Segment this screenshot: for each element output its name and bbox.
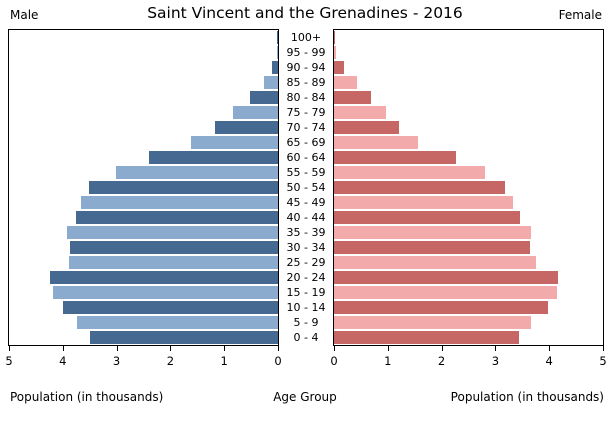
age-group-axis-label: Age Group [273,390,337,404]
chart-title: Saint Vincent and the Grenadines - 2016 [147,4,463,22]
age-group-label-50-54: 50 - 54 [286,181,326,194]
female-x-tick-label-4: 4 [545,354,553,368]
female-x-tick-label-5: 5 [599,354,607,368]
female-x-tick-label-1: 1 [384,354,392,368]
male-bar-35-39 [66,226,278,239]
female-bar-90-94 [334,61,344,74]
female-bar-0-4 [334,331,519,344]
male-bar-50-54 [88,181,278,194]
male-x-tick-label-2: 2 [166,354,175,368]
age-group-label-45-49: 45 - 49 [286,196,326,209]
male-bar-25-29 [68,256,278,269]
female-bar-35-39 [334,226,532,239]
male-bar-55-59 [116,166,278,179]
age-group-label-40-44: 40 - 44 [286,211,326,224]
male-bar-15-19 [53,286,278,299]
female-bar-45-49 [334,196,513,209]
female-bar-85-89 [334,76,357,89]
male-bar-100+ [277,31,278,44]
age-group-label-30-34: 30 - 34 [286,241,326,254]
age-group-label-25-29: 25 - 29 [286,256,326,269]
female-x-tick-1 [387,346,389,351]
age-group-label-85-89: 85 - 89 [286,76,326,89]
female-bar-65-69 [334,136,419,149]
age-group-label-75-79: 75 - 79 [286,106,326,119]
age-group-label-10-14: 10 - 14 [286,301,326,314]
female-bar-15-19 [334,286,558,299]
female-x-tick-2 [441,346,443,351]
female-plot [333,29,604,346]
male-bar-65-69 [191,136,278,149]
male-bar-80-84 [249,91,278,104]
age-group-label-60-64: 60 - 64 [286,151,326,164]
female-bar-55-59 [334,166,486,179]
male-bar-5-9 [77,316,278,329]
female-bar-40-44 [334,211,521,224]
male-x-tick-4 [62,346,64,351]
female-bar-5-9 [334,316,532,329]
age-group-axis: 100+ 95 - 99 90 - 94 85 - 89 80 - 84 75 - 79 7… [279,30,333,345]
age-group-label-80-84: 80 - 84 [286,91,326,104]
female-x-tick-0 [334,346,335,351]
male-bar-45-49 [80,196,278,209]
male-bar-40-44 [76,211,278,224]
male-x-tick-0 [278,346,279,351]
female-bar-10-14 [334,301,548,314]
female-bar-80-84 [334,91,372,104]
male-bar-75-79 [232,106,278,119]
female-bar-50-54 [334,181,505,194]
female-bar-30-34 [334,241,531,254]
age-group-label-35-39: 35 - 39 [286,226,326,239]
male-x-tick-5 [9,346,10,351]
age-group-label-0-4: 0 - 4 [293,331,319,344]
female-bar-70-74 [334,121,399,134]
male-plot [8,29,279,346]
female-x-tick-label-3: 3 [491,354,500,368]
male-x-tick-2 [170,346,172,351]
female-x-tick-label-2: 2 [437,354,446,368]
female-x-tick-3 [495,346,497,351]
male-bar-20-24 [50,271,278,284]
age-group-label-5-9: 5 - 9 [293,316,319,329]
male-x-tick-label-5: 5 [5,354,13,368]
male-side-label: Male [10,8,39,22]
age-group-label-100+: 100+ [290,31,322,44]
male-axis-label: Population (in thousands) [10,390,164,404]
male-x-tick-label-3: 3 [112,354,121,368]
female-bar-20-24 [334,271,558,284]
male-x-tick-label-1: 1 [220,354,228,368]
female-bar-95-99 [334,46,337,59]
male-x-tick-1 [224,346,226,351]
female-x-tick-4 [549,346,551,351]
female-bar-75-79 [334,106,387,119]
age-group-label-95-99: 95 - 99 [286,46,326,59]
male-bar-95-99 [276,46,278,59]
female-x-tick-5 [603,346,604,351]
female-bar-25-29 [334,256,537,269]
age-group-label-20-24: 20 - 24 [286,271,326,284]
male-bar-90-94 [272,61,278,74]
male-bar-85-89 [264,76,278,89]
male-bar-70-74 [214,121,278,134]
female-x-tick-label-0: 0 [330,354,338,368]
male-x-tick-3 [116,346,118,351]
male-bar-60-64 [149,151,278,164]
male-bar-10-14 [63,301,278,314]
male-x-tick-label-4: 4 [59,354,67,368]
age-group-label-70-74: 70 - 74 [286,121,326,134]
male-bar-30-34 [69,241,278,254]
male-x-tick-label-0: 0 [274,354,282,368]
female-side-label: Female [558,8,602,22]
female-bar-60-64 [334,151,457,164]
female-bar-100+ [334,31,336,44]
age-group-label-90-94: 90 - 94 [286,61,326,74]
age-group-label-15-19: 15 - 19 [286,286,326,299]
male-bar-0-4 [90,331,278,344]
age-group-label-65-69: 65 - 69 [286,136,326,149]
female-axis-label: Population (in thousands) [450,390,604,404]
age-group-label-55-59: 55 - 59 [286,166,326,179]
